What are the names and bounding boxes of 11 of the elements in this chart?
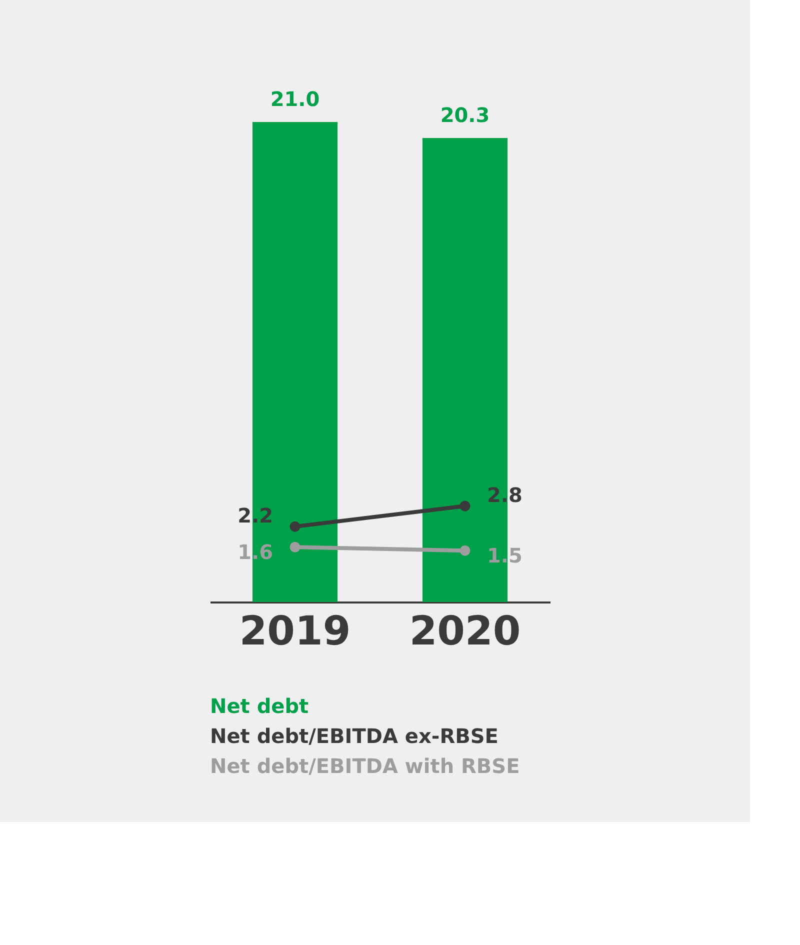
text: Net debt bbox=[210, 694, 310, 718]
point bbox=[460, 500, 470, 512]
point bbox=[460, 545, 470, 556]
point bbox=[290, 521, 300, 532]
text: Net debt/EBITDA ex-RBSE bbox=[210, 724, 498, 748]
point bbox=[290, 542, 300, 552]
data-label: 20.3 bbox=[440, 103, 490, 127]
text: Net debt/EBITDA with RBSE bbox=[210, 754, 520, 778]
x-tick-label: 2020 bbox=[409, 608, 521, 654]
x-tick-label: 2019 bbox=[239, 608, 351, 654]
data-label: 21.0 bbox=[270, 87, 320, 111]
